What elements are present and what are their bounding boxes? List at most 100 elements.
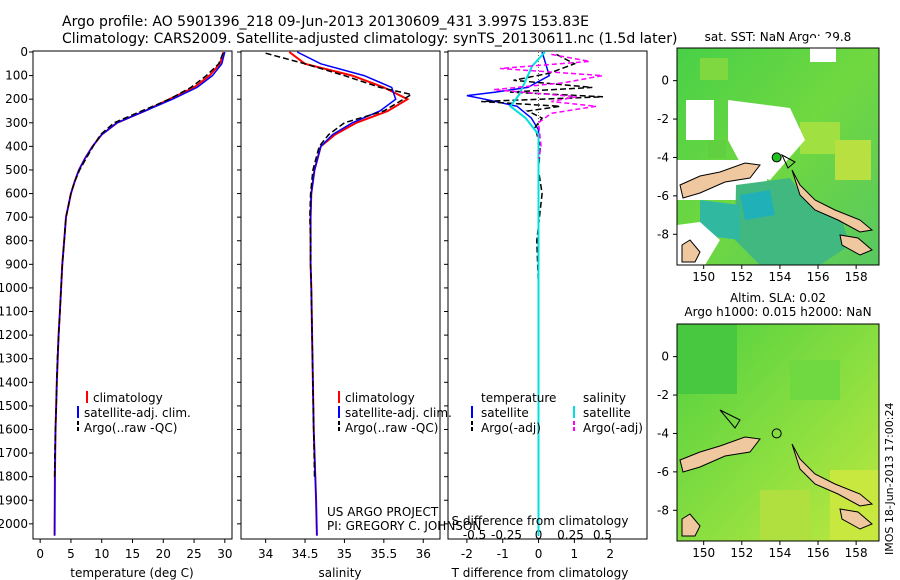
map-x-tick-label: 158 [845, 270, 868, 284]
land-solomon [839, 234, 873, 256]
t-diff-xlabel: T difference from climatology [451, 566, 629, 580]
legend-temperature-title: temperature [481, 391, 556, 405]
x-tick-label: -1 [497, 547, 509, 561]
map-y-tick-label: -4 [657, 426, 669, 440]
sst-map [676, 38, 880, 266]
y-tick-label: 300 [5, 116, 28, 130]
sst-warm-patch [835, 140, 871, 180]
map-y-tick-label: -8 [657, 227, 669, 241]
legend-argo: Argo(..raw -QC) [345, 421, 438, 435]
x-tick-label: 10 [94, 547, 109, 561]
x-tick-label: -2 [461, 547, 473, 561]
salinity-panel [240, 50, 441, 540]
y-tick-label: 2000 [0, 517, 28, 531]
y-tick-label: 1400 [0, 375, 28, 389]
sla-map-axes: 150 152 154 156 158 -8 -6 -4 -2 0 [657, 350, 868, 560]
series-line-s-satellite [509, 51, 546, 536]
s-tick-label: -0.5 [463, 528, 486, 542]
sla-map-frame [676, 323, 880, 542]
x-tick-label: 15 [125, 547, 140, 561]
difference-plot: -2 -1 0 1 2-0.5 -0.25 0 0.25 0.5 [444, 51, 614, 561]
map-x-tick-label: 156 [807, 546, 830, 560]
pi-credit: PI: GREGORY C. JOHNSON [327, 519, 481, 533]
salinity-plot: 34 34.5 35 35.5 36 [237, 51, 431, 561]
x-tick-label: 35.5 [370, 547, 397, 561]
y-tick-label: 1100 [0, 305, 28, 319]
y-tick-label: 0 [20, 45, 28, 59]
header-line-1: Argo profile: AO 5901396_218 09-Jun-2013… [62, 14, 589, 30]
map-x-tick-label: 158 [845, 546, 868, 560]
temperature-legend: climatology satellite-adj. clim. Argo(..… [77, 391, 191, 435]
y-tick-label: 1000 [0, 281, 28, 295]
y-tick-label: 1900 [0, 493, 28, 507]
y-tick-label: 500 [5, 163, 28, 177]
argo-position-marker [771, 152, 782, 163]
argo-position-marker [771, 428, 782, 439]
sst-map-axes: 150 152 154 156 158 -8 -6 -4 -2 0 [657, 74, 868, 284]
legend-t-satellite: satellite [481, 406, 529, 420]
y-tick-label: 900 [5, 257, 28, 271]
y-tick-label: 1500 [0, 399, 28, 413]
land-bougainville [791, 443, 874, 507]
map-x-tick-label: 152 [730, 270, 753, 284]
difference-panel [447, 50, 648, 540]
legend-s-satellite: satellite [583, 406, 631, 420]
legend-climatology: climatology [93, 391, 163, 405]
sla-patch [830, 470, 879, 540]
y-tick-label: 100 [5, 69, 28, 83]
map-x-tick-label: 154 [768, 546, 791, 560]
sst-cool-patch [740, 190, 775, 220]
sla-map [676, 323, 880, 542]
series-line-argo-raw-qc- [53, 52, 224, 477]
map-x-tick-label: 154 [768, 270, 791, 284]
land-new-britain [679, 162, 761, 199]
series-line-argo-raw-qc- [265, 52, 414, 477]
map-y-tick-label: 0 [661, 350, 669, 364]
s-tick-label: 0.25 [557, 528, 584, 542]
x-tick-label: 0 [36, 547, 44, 561]
sst-missing-patch [810, 38, 836, 62]
x-tick-label: 5 [67, 547, 75, 561]
y-tick-label: 200 [5, 92, 28, 106]
sla-map-title-1: Altim. SLA: 0.02 [730, 291, 826, 305]
y-tick-label: 1800 [0, 470, 28, 484]
map-x-tick-label: 152 [730, 546, 753, 560]
x-tick-label: 20 [156, 547, 171, 561]
y-tick-label: 700 [5, 210, 28, 224]
legend-salinity-title: salinity [583, 391, 626, 405]
map-y-tick-label: -2 [657, 388, 669, 402]
sla-patch [790, 360, 840, 400]
map-y-tick-label: -2 [657, 112, 669, 126]
legend-s-argo: Argo(-adj) [583, 421, 643, 435]
x-tick-label: 35 [337, 547, 352, 561]
x-tick-label: 2 [606, 547, 614, 561]
sst-warm-patch [700, 58, 728, 80]
x-tick-label: 25 [186, 547, 201, 561]
series-line-satellite-adj-clim- [53, 51, 226, 536]
imos-timestamp: IMOS 18-Jun-2013 17:00:24 [883, 402, 896, 555]
sst-map-frame [676, 47, 880, 266]
sst-missing-patch [686, 100, 714, 140]
project-credit: US ARGO PROJECT [327, 505, 439, 519]
sst-cool-patch [700, 200, 740, 240]
map-x-tick-label: 150 [692, 546, 715, 560]
s-tick-label: 0.5 [593, 528, 612, 542]
y-tick-label: 800 [5, 234, 28, 248]
land-bougainville [791, 169, 874, 233]
map-x-tick-label: 156 [807, 270, 830, 284]
y-tick-label: 600 [5, 187, 28, 201]
x-tick-label: 36 [416, 547, 431, 561]
map-y-tick-label: -6 [657, 465, 669, 479]
temperature-panel [32, 50, 233, 540]
sst-patch [708, 140, 726, 158]
temperature-xlabel: temperature (deg C) [70, 566, 193, 580]
difference-legend: temperature satellite Argo(-adj) salinit… [471, 391, 643, 435]
sst-warm-patch [800, 122, 840, 154]
x-tick-label: 34.5 [292, 547, 319, 561]
x-tick-label: 30 [217, 547, 232, 561]
map-y-tick-label: 0 [661, 74, 669, 88]
series-line-t-argo-adj- [481, 53, 604, 477]
land-solomon [839, 508, 873, 530]
y-tick-label: 400 [5, 139, 28, 153]
